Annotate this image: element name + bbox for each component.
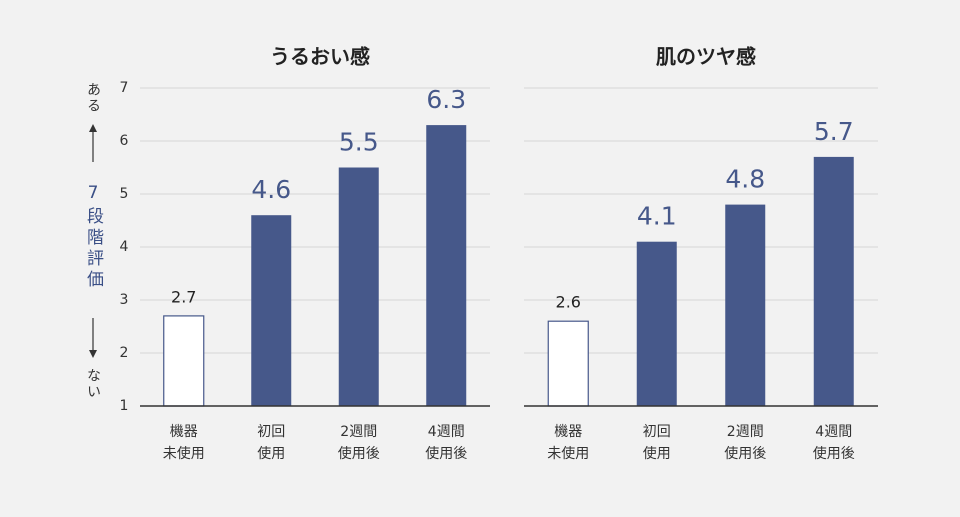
bar bbox=[813, 156, 854, 406]
bar bbox=[251, 215, 292, 406]
y-tick-label: 4 bbox=[120, 239, 129, 255]
y-tick-label: 1 bbox=[120, 398, 129, 414]
chart-title: うるおい感 bbox=[270, 45, 370, 69]
x-tick-label: 使用 bbox=[257, 445, 285, 462]
x-tick-label: 4週間 bbox=[815, 424, 852, 440]
bar bbox=[426, 125, 467, 406]
bar bbox=[636, 241, 677, 406]
y-label-bottom: ない bbox=[85, 368, 101, 400]
y-tick-label: 2 bbox=[120, 345, 129, 361]
x-tick-label: 使用後 bbox=[338, 445, 380, 462]
y-tick-label: 5 bbox=[120, 186, 129, 202]
value-label: 4.1 bbox=[637, 202, 677, 231]
y-label-top: ある bbox=[85, 82, 101, 114]
x-tick-label: 初回 bbox=[257, 423, 285, 440]
x-tick-label: 機器 bbox=[170, 424, 198, 440]
value-label: 4.6 bbox=[251, 175, 291, 204]
x-tick-label: 使用後 bbox=[724, 445, 766, 462]
x-tick-label: 未使用 bbox=[163, 445, 205, 462]
x-tick-label: 機器 bbox=[554, 424, 582, 440]
x-tick-label: 使用後 bbox=[813, 445, 855, 462]
x-tick-label: 未使用 bbox=[547, 445, 589, 462]
chart-title: 肌のツヤ感 bbox=[656, 45, 756, 69]
bar bbox=[725, 204, 766, 406]
x-tick-label: 4週間 bbox=[428, 424, 465, 440]
x-tick-label: 2週間 bbox=[727, 424, 764, 440]
x-tick-label: 2週間 bbox=[340, 424, 377, 440]
y-label: 7段階評価 bbox=[83, 183, 104, 291]
y-tick-label: 7 bbox=[120, 80, 129, 96]
value-label: 2.7 bbox=[171, 287, 196, 306]
value-label: 5.7 bbox=[814, 117, 854, 146]
value-label: 2.6 bbox=[556, 293, 581, 312]
bar bbox=[547, 320, 589, 407]
value-label: 6.3 bbox=[426, 85, 466, 114]
bar bbox=[163, 315, 205, 407]
x-tick-label: 使用 bbox=[643, 445, 671, 462]
y-tick-label: 3 bbox=[120, 292, 129, 308]
arrow-up-head bbox=[89, 124, 97, 132]
x-tick-label: 使用後 bbox=[425, 445, 467, 462]
bar bbox=[338, 167, 379, 406]
y-tick-label: 6 bbox=[120, 133, 129, 149]
arrow-down-head bbox=[89, 350, 97, 358]
x-tick-label: 初回 bbox=[643, 423, 671, 440]
value-label: 4.8 bbox=[725, 165, 765, 194]
value-label: 5.5 bbox=[339, 128, 379, 157]
